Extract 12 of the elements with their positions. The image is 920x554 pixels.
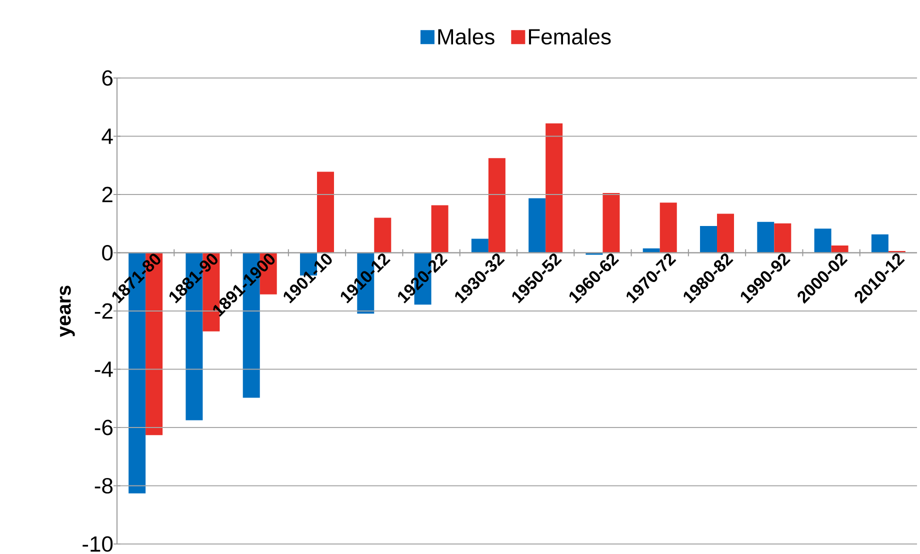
y-tick-label: -10 bbox=[82, 536, 113, 552]
y-tick-label: 6 bbox=[102, 70, 113, 86]
y-tick-label: -2 bbox=[94, 303, 112, 319]
y-tick-label: -4 bbox=[94, 362, 113, 377]
y-axis-title: years bbox=[60, 286, 75, 337]
y-tick-label: 2 bbox=[102, 186, 112, 202]
y-tick-label: -8 bbox=[94, 478, 113, 494]
legend-label: Males bbox=[438, 28, 494, 45]
y-tick-label: 4 bbox=[102, 128, 113, 144]
y-tick-label: -6 bbox=[94, 420, 113, 436]
legend-label: Females bbox=[528, 28, 611, 45]
y-tick-label: 0 bbox=[102, 244, 113, 261]
